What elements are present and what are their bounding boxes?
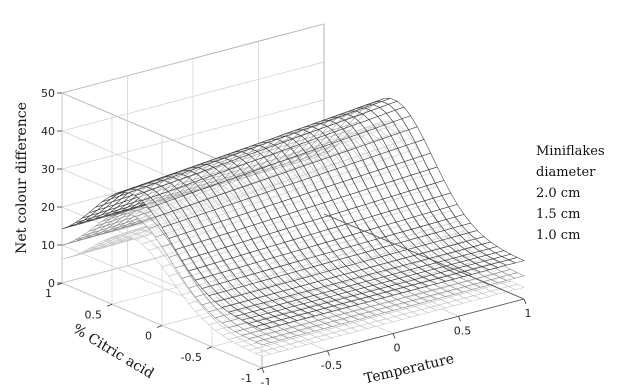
y-axis-label: % Citric acid [70, 321, 157, 382]
z-tick-label: 20 [41, 201, 55, 214]
legend: Miniflakes diameter 2.0 cm 1.5 cm 1.0 cm [536, 141, 605, 246]
y-tick-mark [106, 303, 113, 307]
y-tick-label: -0.5 [181, 351, 202, 364]
surface-cell [507, 257, 525, 264]
z-tick-label: 0 [48, 277, 55, 290]
x-tick-label: 0 [394, 342, 401, 355]
legend-title-line-2: diameter [536, 165, 596, 180]
z-tick-label: 40 [41, 125, 55, 138]
surface-2-0-cm [61, 98, 525, 330]
y-tick-label: -1 [241, 372, 252, 385]
z-axis-label: Net colour difference [14, 102, 30, 254]
legend-title-line-1: Miniflakes [536, 144, 605, 159]
y-tick-label: 0 [145, 330, 152, 343]
grid-line [61, 23, 325, 94]
surface-cell [507, 272, 525, 279]
x-tick-mark [523, 298, 527, 305]
x-tick-label: 1 [525, 307, 532, 320]
y-tick-mark [256, 367, 263, 371]
x-tick-mark [261, 367, 265, 374]
box-edge-front [323, 213, 525, 300]
legend-entry-2-0-cm: 2.0 cm [536, 186, 581, 201]
y-tick-mark [206, 346, 213, 350]
surface-cell [507, 283, 525, 290]
grid-line [61, 99, 325, 170]
x-tick-mark [458, 316, 461, 322]
z-tick-label: 10 [41, 239, 55, 252]
x-tick-label: -1 [261, 376, 272, 385]
z-tick-label: 30 [41, 163, 55, 176]
x-tick-label: -0.5 [321, 359, 342, 372]
x-tick-label: 0.5 [454, 324, 472, 337]
legend-entry-1-0-cm: 1.0 cm [536, 228, 581, 243]
y-tick-label: 0.5 [85, 308, 103, 321]
x-tick-mark [327, 350, 330, 356]
y-tick-label: 1 [45, 287, 52, 300]
z-tick-label: 50 [41, 87, 55, 100]
x-tick-mark [392, 333, 396, 339]
x-axis-label: Temperature [363, 351, 456, 385]
legend-entry-1-5-cm: 1.5 cm [536, 207, 581, 222]
grid-line [61, 61, 325, 132]
y-tick-mark [156, 325, 163, 328]
surface-meshes [61, 98, 525, 357]
